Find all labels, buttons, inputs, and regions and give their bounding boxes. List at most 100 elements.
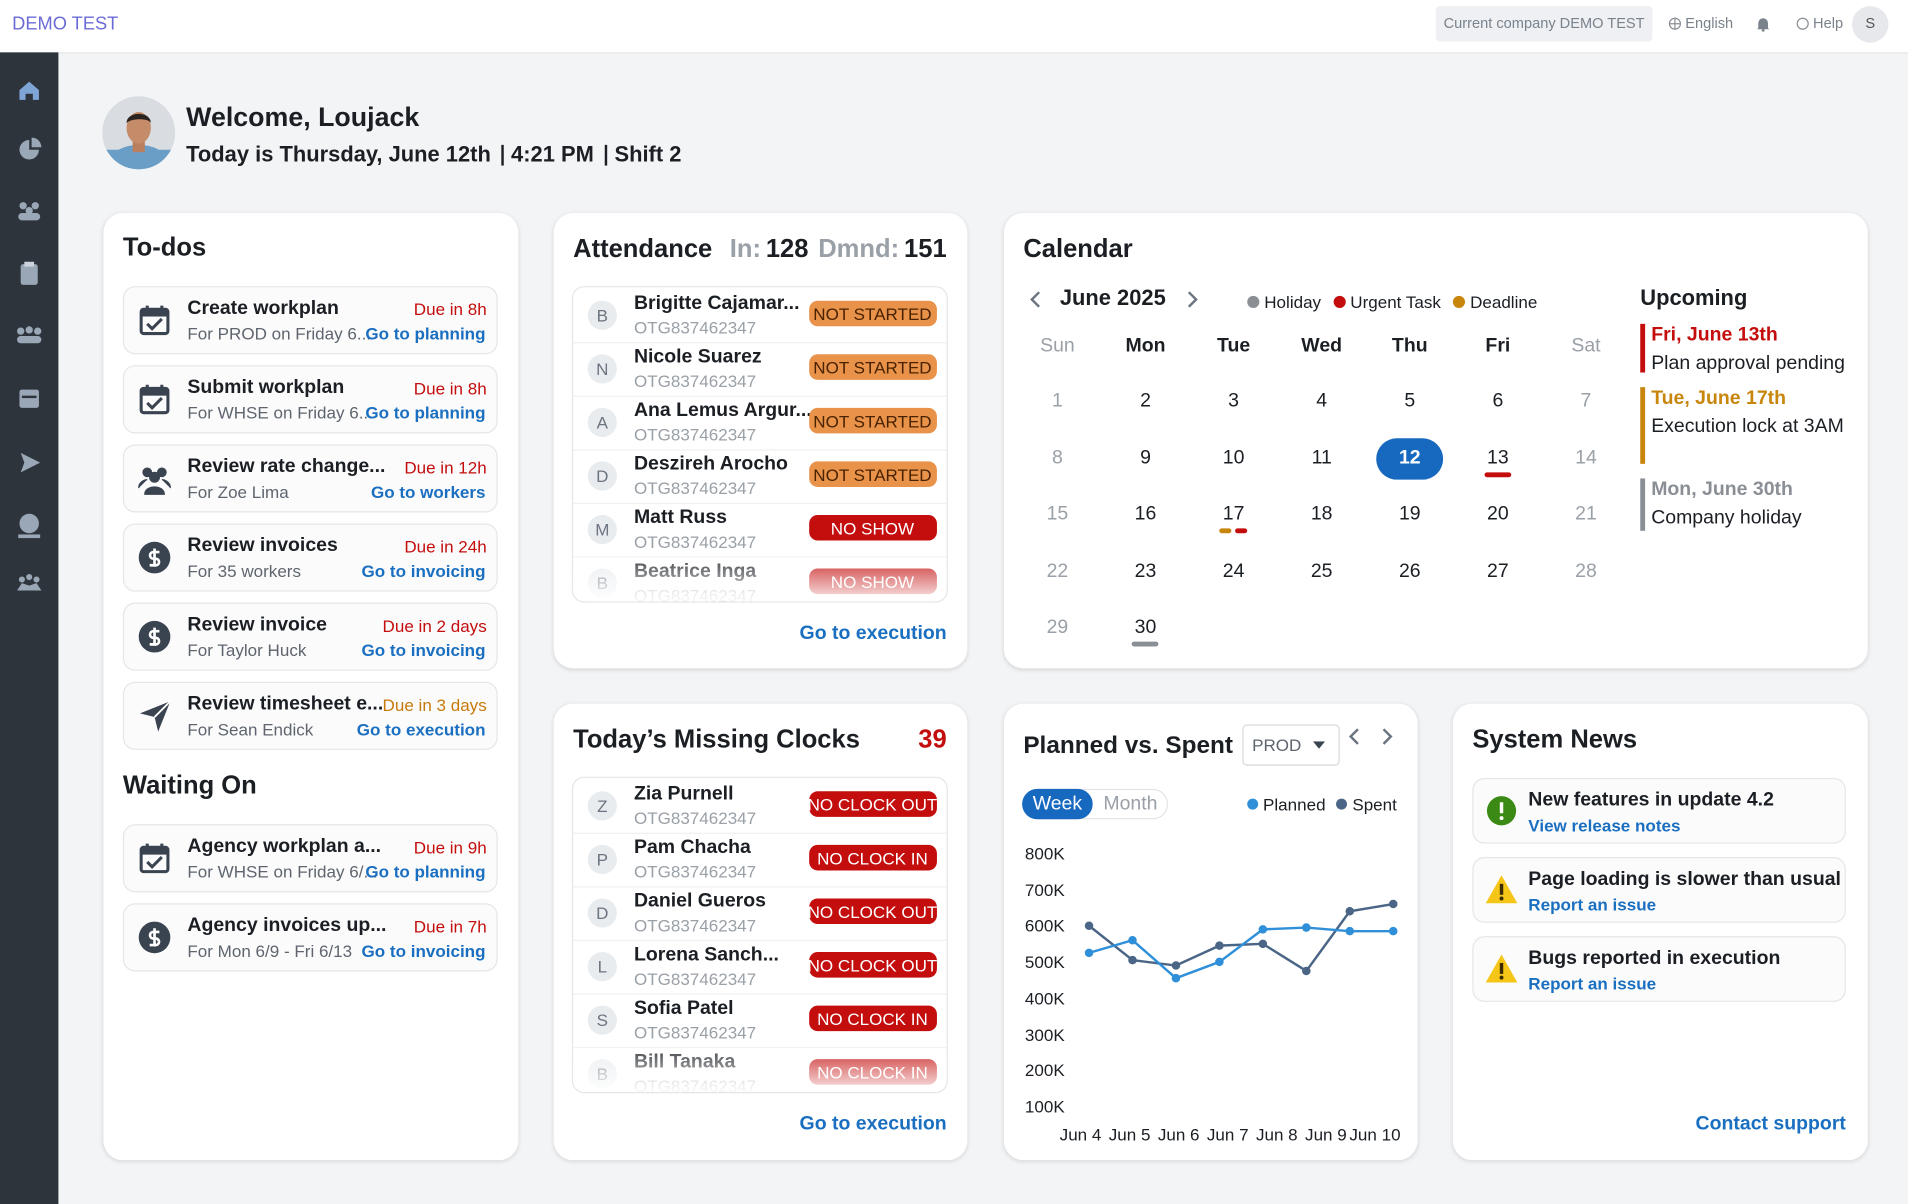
status-pill [809, 952, 937, 978]
row-initial: Z [597, 796, 608, 816]
upcoming-title: Upcoming [1640, 285, 1748, 311]
day: 18 [1310, 503, 1333, 525]
sidebar [0, 52, 59, 1204]
weekday: Wed [1301, 335, 1343, 357]
data-point [1084, 948, 1094, 958]
todo-item [122, 824, 498, 893]
status-label: NO CLOCK OUT [807, 902, 938, 922]
x-tick-label: Jun 10 [1349, 1124, 1401, 1145]
legend-dot [1247, 295, 1260, 309]
news-item [1472, 777, 1846, 844]
upcoming-bar [1640, 387, 1646, 464]
row-avatar [587, 407, 617, 438]
todo-link[interactable]: Go to invoicing [361, 640, 486, 660]
list-fade [573, 547, 947, 602]
row-name: Matt Russ [633, 507, 727, 529]
row-id: OTG837462347 [633, 317, 757, 338]
legend-label: Deadline [1470, 292, 1538, 312]
todo-icon [139, 305, 170, 336]
data-point [1345, 926, 1355, 936]
todo-title: Review invoice [187, 614, 327, 636]
in-value: 128 [765, 234, 809, 263]
todo-link[interactable]: Go to planning [365, 323, 486, 344]
help-icon [1796, 17, 1809, 30]
todo-sub: For Taylor Huck [187, 640, 307, 660]
row-id: OTG837462347 [633, 478, 757, 498]
calendar-card [1003, 213, 1868, 669]
status-pill [809, 461, 937, 487]
missing-link[interactable]: Go to execution [799, 1113, 947, 1135]
y-tick-label: 200K [1024, 1060, 1065, 1081]
day: 24 [1222, 560, 1245, 582]
status-pill [809, 844, 937, 871]
event-marker [1219, 528, 1232, 534]
upcoming-date: Mon, June 30th [1651, 479, 1793, 501]
legend-label: Spent [1352, 794, 1397, 815]
todo-link[interactable]: Go to workers [370, 482, 486, 502]
day: 3 [1228, 390, 1240, 412]
period[interactable]: Month [1103, 793, 1158, 815]
welcome-date: Today is Thursday, June 12th [186, 142, 491, 167]
data-point [1215, 941, 1224, 950]
x-tick-label: Jun 4 [1059, 1124, 1102, 1145]
list-frame [571, 776, 948, 1094]
help[interactable]: Help [1813, 14, 1844, 32]
user-initial[interactable]: S [1865, 14, 1876, 32]
todo-sub: For Zoe Lima [187, 482, 289, 502]
data-point [1215, 957, 1224, 967]
news-link[interactable]: Report an issue [1528, 894, 1657, 915]
filter-select [1242, 724, 1340, 766]
row-initial: S [596, 1010, 609, 1030]
todo-icon [138, 620, 171, 653]
todo-title: Create workplan [187, 298, 339, 319]
row-avatar [587, 354, 617, 384]
todo-link[interactable]: Go to execution [356, 719, 486, 739]
status-label: NO CLOCK IN [817, 1009, 928, 1029]
row-name: Sofia Patel [633, 998, 734, 1019]
day: 21 [1575, 503, 1597, 525]
row-divider [573, 342, 947, 344]
globe-icon [1668, 17, 1682, 30]
day: 30 [1134, 616, 1157, 638]
day: 19 [1398, 503, 1421, 525]
todo-link[interactable]: Go to planning [365, 402, 486, 423]
todo-link[interactable]: Go to planning [365, 861, 486, 882]
row-id: OTG837462347 [633, 968, 757, 989]
x-tick-label: Jun 9 [1305, 1124, 1347, 1145]
row-initial: N [596, 359, 609, 379]
todo-due: Due in 8h [413, 299, 487, 319]
row-avatar [587, 461, 617, 491]
legend-label: Planned [1263, 794, 1326, 815]
todo-link[interactable]: Go to invoicing [361, 940, 486, 961]
row-id: OTG837462347 [633, 424, 757, 445]
separator [604, 144, 608, 166]
news-title: Bugs reported in execution [1528, 948, 1781, 969]
day: 6 [1492, 390, 1504, 412]
status-label: NOT STARTED [813, 464, 932, 485]
status-label: NO CLOCK OUT [807, 955, 938, 976]
todo-link[interactable]: Go to invoicing [361, 561, 486, 581]
todo-sub: For PROD on Friday 6... [187, 323, 372, 344]
filter-value[interactable]: PROD [1252, 735, 1302, 755]
status-pill [809, 354, 937, 380]
todo-item [122, 286, 498, 355]
period[interactable]: Week [1032, 793, 1083, 815]
attendance-link[interactable]: Go to execution [799, 623, 947, 644]
todo-due: Due in 9h [413, 837, 487, 857]
news-link[interactable]: View release notes [1528, 815, 1681, 836]
news-link[interactable]: Report an issue [1528, 973, 1657, 994]
language[interactable]: English [1685, 14, 1734, 32]
welcome-shift: Shift 2 [614, 142, 682, 167]
todo-item [122, 681, 498, 750]
news-link[interactable]: Contact support [1695, 1113, 1846, 1135]
row-initial: P [596, 849, 609, 870]
todo-sub: For Sean Endick [187, 719, 314, 739]
upcoming-text: Plan approval pending [1651, 353, 1845, 374]
todo-title: Review timesheet e... [187, 693, 384, 715]
day: 9 [1140, 447, 1151, 468]
day: 13 [1487, 447, 1509, 468]
chart-next [1382, 728, 1393, 745]
day: 28 [1575, 560, 1597, 582]
data-point [1302, 966, 1311, 976]
